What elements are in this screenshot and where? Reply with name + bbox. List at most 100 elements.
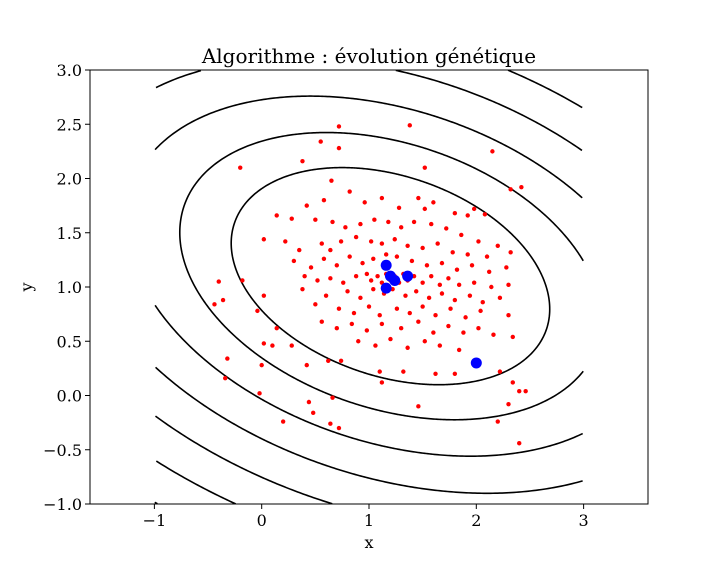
population-point	[405, 243, 410, 248]
population-point	[429, 221, 434, 227]
population-point	[353, 234, 359, 240]
population-point	[482, 212, 488, 217]
population-point	[358, 295, 363, 301]
population-point	[216, 279, 221, 284]
population-point	[297, 247, 302, 253]
population-point	[238, 165, 243, 170]
population-point	[353, 273, 359, 279]
population-point	[334, 263, 340, 268]
population-point	[368, 278, 374, 283]
population-point	[308, 265, 314, 270]
population-point	[422, 339, 427, 344]
population-point	[461, 330, 466, 335]
population-point	[452, 297, 458, 303]
population-point	[403, 293, 408, 298]
contour-line	[178, 131, 584, 421]
population-point	[431, 200, 436, 205]
population-point	[366, 304, 372, 309]
population-point	[371, 256, 376, 261]
population-point	[364, 328, 370, 333]
population-point	[345, 289, 350, 294]
contour-line	[507, 70, 583, 109]
population-point	[504, 265, 509, 270]
population-point	[490, 149, 495, 154]
population-point	[478, 308, 483, 314]
population-point	[523, 388, 528, 394]
population-point	[323, 293, 329, 298]
population-point	[416, 319, 421, 324]
y-tick-label: 2.0	[57, 170, 82, 189]
population-point	[456, 282, 462, 288]
x-tick-label: 3	[579, 511, 589, 530]
population-point	[454, 267, 460, 272]
population-point	[338, 358, 344, 363]
population-point	[318, 139, 323, 144]
best-individual-point	[380, 282, 392, 294]
population-point	[495, 419, 500, 424]
population-point	[338, 239, 344, 244]
population-point	[508, 187, 513, 192]
population-point	[379, 241, 385, 246]
population-point	[313, 302, 318, 307]
population-point	[336, 306, 342, 311]
population-point	[347, 189, 352, 194]
population-point	[223, 375, 228, 381]
contour-line	[230, 166, 551, 386]
population-point	[368, 239, 374, 244]
y-axis: −1.0 −0.5 0.0 0.5 1.0 1.5 2.0 2.5 3.0	[43, 61, 90, 514]
population-point	[240, 278, 245, 283]
population-point	[313, 217, 318, 222]
y-tick-label: −1.0	[43, 495, 82, 514]
best-individual-point	[470, 357, 482, 369]
population-point	[422, 165, 427, 170]
x-axis: −1 0 1 2 3	[143, 504, 589, 530]
population-point	[336, 124, 342, 129]
population-point	[407, 310, 412, 316]
population-point	[349, 321, 355, 327]
population-point	[510, 380, 515, 385]
population-point	[306, 399, 312, 405]
population-point	[431, 330, 436, 335]
population-point	[437, 282, 443, 288]
population-point	[491, 332, 496, 337]
population-point	[416, 195, 421, 201]
contour-line	[154, 415, 333, 504]
population-point	[319, 319, 324, 324]
population-point	[394, 254, 400, 259]
population-point	[392, 237, 397, 242]
y-tick-label: 3.0	[57, 61, 82, 80]
population-point	[257, 391, 262, 396]
population-point	[225, 356, 230, 361]
population-point	[300, 158, 305, 164]
population-point	[517, 441, 522, 446]
population-point	[456, 347, 462, 353]
population-point	[398, 225, 404, 230]
population-point	[270, 343, 275, 348]
population-point	[291, 258, 297, 264]
population-point	[476, 239, 481, 244]
population-point	[383, 252, 389, 257]
population-point	[377, 369, 382, 374]
population-point	[471, 280, 477, 285]
population-point	[480, 299, 485, 305]
population-point	[347, 254, 352, 259]
population-point	[401, 369, 406, 374]
population-point	[321, 256, 327, 261]
population-point	[471, 206, 477, 212]
population-point	[497, 295, 503, 301]
population-point	[274, 213, 279, 218]
population-point	[329, 178, 334, 183]
y-axis-label: y	[17, 282, 36, 292]
y-tick-label: 2.5	[57, 115, 82, 134]
contour-lines	[154, 70, 584, 504]
population-point	[330, 219, 335, 225]
scatter-points	[212, 123, 528, 446]
population-point	[220, 297, 226, 303]
population-point	[424, 263, 430, 268]
x-axis-label: x	[364, 533, 373, 552]
population-point	[420, 245, 425, 251]
population-point	[261, 341, 267, 346]
population-point	[459, 232, 464, 238]
population-point	[508, 250, 513, 255]
population-point	[379, 321, 385, 327]
